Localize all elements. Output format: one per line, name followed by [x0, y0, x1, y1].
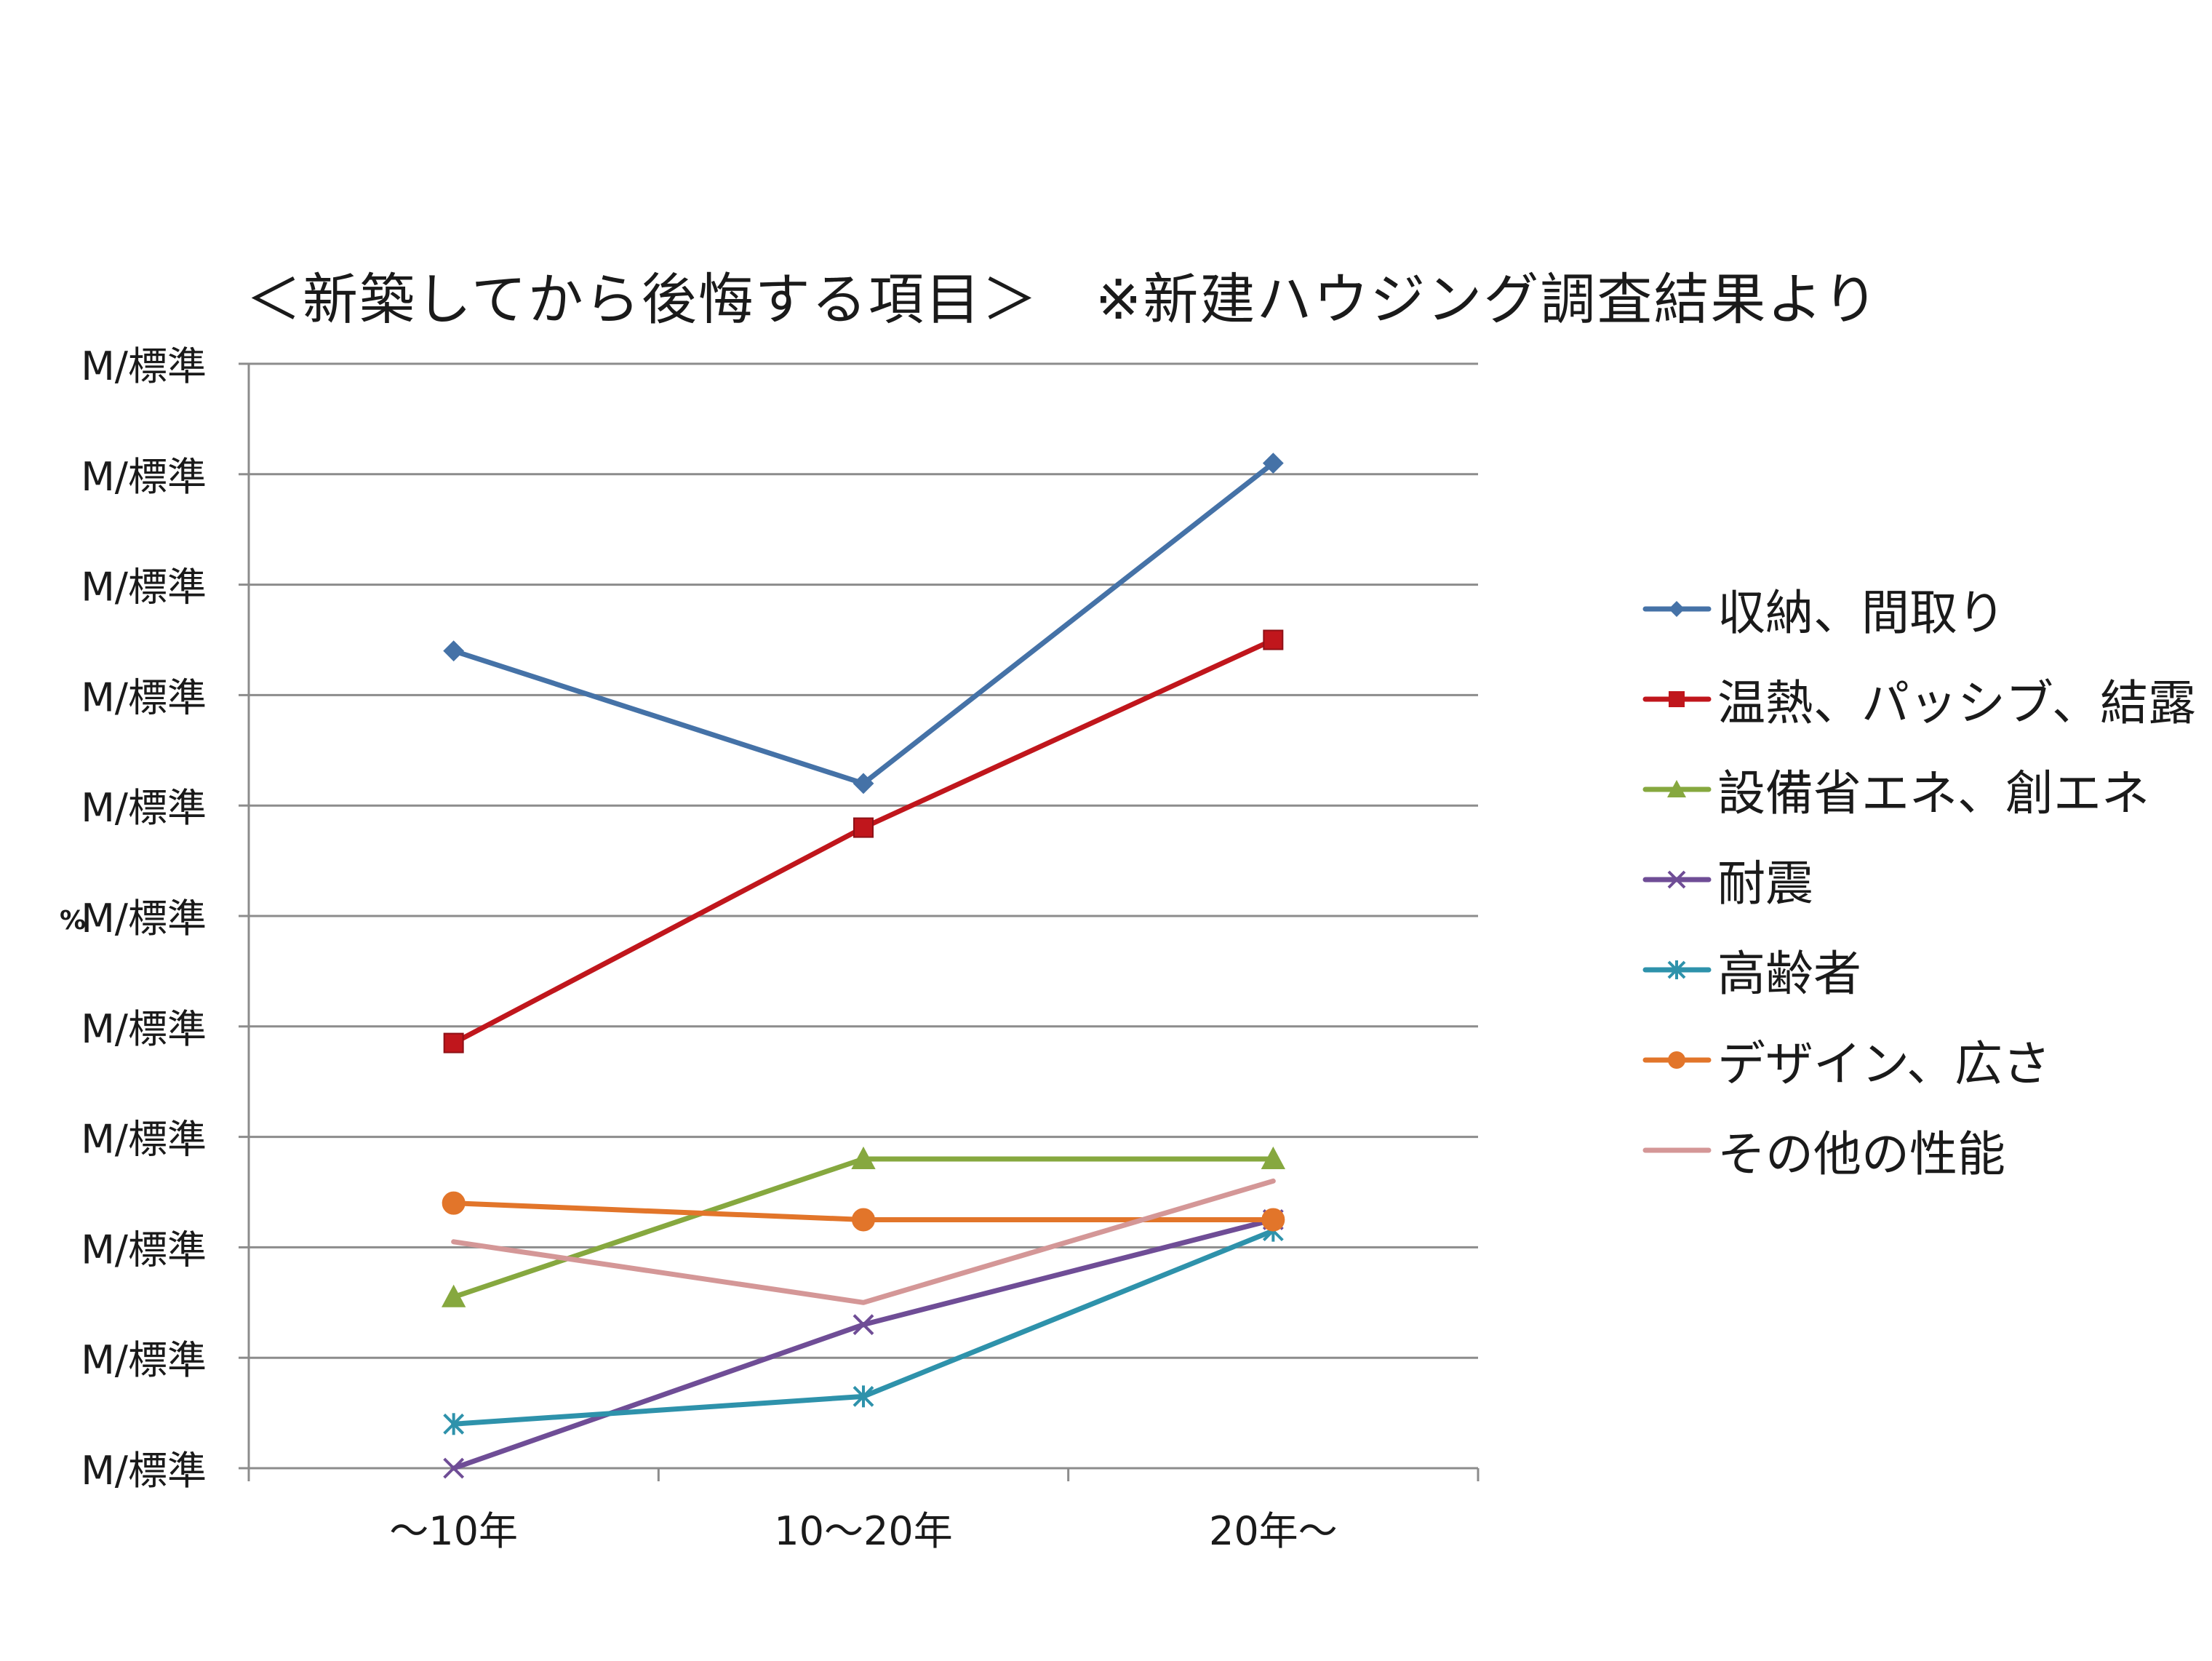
data-point-0-2	[1262, 453, 1284, 474]
y-tick-label: M/標準	[81, 565, 207, 610]
data-point-1-2	[1263, 629, 1284, 650]
data-point-2-1	[851, 1146, 876, 1169]
data-point-5-1	[852, 1208, 875, 1232]
legend-swatch	[1642, 960, 1712, 979]
data-point-3-0	[443, 1457, 465, 1479]
legend-item: 耐震	[1642, 835, 2196, 925]
data-point-0-0	[443, 640, 465, 662]
legend-item: 高齢者	[1642, 925, 2196, 1015]
legend-item: デザイン、広さ	[1642, 1015, 2196, 1105]
x-tick-label: 20年～	[1209, 1508, 1338, 1554]
legend-marker	[1669, 601, 1685, 617]
legend-swatch	[1642, 780, 1712, 797]
data-point-2-2	[1261, 1146, 1286, 1169]
legend-marker	[1669, 691, 1685, 707]
y-tick-label: M/標準	[81, 1117, 207, 1163]
legend-swatch	[1642, 870, 1712, 889]
y-tick-label: M/標準	[81, 454, 207, 500]
series-line-0	[451, 461, 1276, 786]
x-tick-label: ～10年	[389, 1508, 518, 1554]
y-tick-label: M/標準	[81, 1448, 207, 1494]
legend-label: 高齢者	[1717, 946, 1861, 1002]
data-point-1-1	[853, 817, 874, 838]
y-axis-label: %	[60, 906, 86, 936]
legend-swatch	[1642, 1147, 1712, 1153]
chart-legend: 収納、間取り温熱、パッシブ、結露 設備省エネ、創エネ 耐震高齢者デザイン、広さ その他…	[1642, 564, 2196, 1195]
y-tick-label: M/標準	[81, 1337, 207, 1383]
y-tick-label: M/標準	[81, 343, 207, 389]
legend-swatch	[1642, 691, 1712, 707]
legend-item: 収納、間取り	[1642, 564, 2196, 654]
series-line-6	[451, 1178, 1276, 1305]
legend-label: 収納、間取り	[1717, 585, 2005, 641]
legend-label: その他の性能	[1717, 1126, 2005, 1182]
legend-marker	[1667, 870, 1686, 889]
legend-label: デザイン、広さ	[1717, 1036, 2051, 1092]
data-point-2-0	[441, 1284, 466, 1307]
data-point-1-0	[443, 1032, 464, 1053]
legend-label: 耐震	[1717, 856, 1813, 912]
legend-label: 設備省エネ、創エネ	[1717, 765, 2149, 821]
legend-marker	[1667, 960, 1686, 979]
y-tick-label: M/標準	[81, 1227, 207, 1272]
x-tick-label: 10～20年	[774, 1508, 952, 1554]
legend-swatch	[1642, 601, 1712, 617]
legend-label: 温熱、パッシブ、結露	[1717, 675, 2197, 731]
y-tick-label: M/標準	[81, 785, 207, 831]
legend-item: その他の性能	[1642, 1105, 2196, 1195]
y-tick-label: M/標準	[81, 1006, 207, 1052]
data-point-4-1	[853, 1385, 874, 1408]
data-point-0-1	[853, 773, 874, 794]
legend-marker	[1668, 1051, 1685, 1069]
series-line-1	[451, 637, 1276, 1046]
data-point-3-1	[853, 1314, 874, 1336]
legend-swatch	[1642, 1051, 1712, 1069]
data-point-4-0	[443, 1413, 465, 1435]
legend-item: 温熱、パッシブ、結露	[1642, 654, 2196, 744]
data-point-5-2	[1261, 1208, 1285, 1232]
y-tick-label: M/標準	[81, 896, 207, 941]
legend-marker	[1667, 780, 1686, 797]
chart-title: ＜新築してから後悔する項目＞ ※新建ハウジング調査結果より	[246, 267, 1880, 332]
y-tick-label: M/標準	[81, 674, 207, 720]
legend-item: 設備省エネ、創エネ	[1642, 744, 2196, 835]
data-point-5-0	[442, 1191, 466, 1215]
